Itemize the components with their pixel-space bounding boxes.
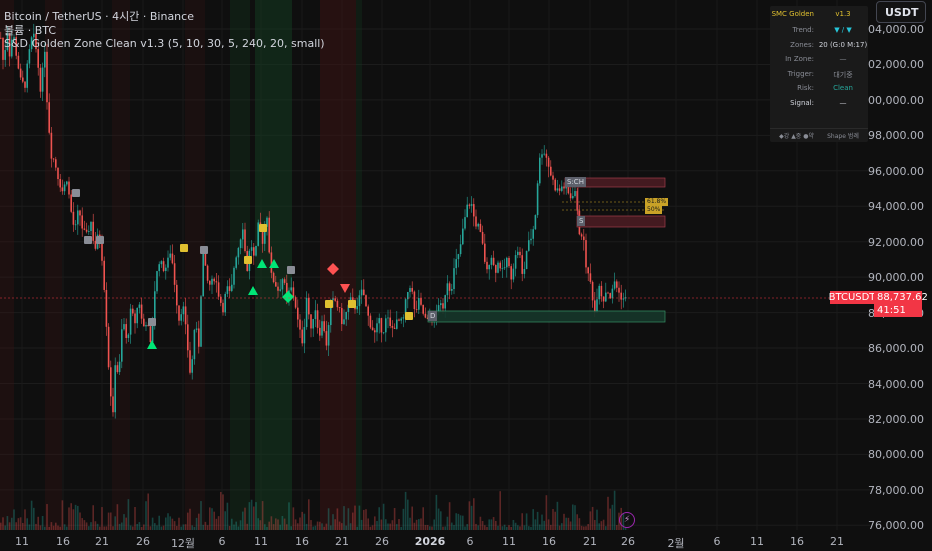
current-price-box: 88,737.62 41:51: [874, 291, 928, 317]
price-axis-label: 76,000.00: [868, 519, 924, 533]
panel-legend: ◆강 ▲중 ●약: [779, 133, 814, 140]
supply-zone-label-2: S: [577, 216, 586, 226]
sd-indicator-title[interactable]: S&D Golden Zone Clean v1.3 (5, 10, 30, 5…: [4, 37, 325, 50]
time-axis-label: 26: [375, 535, 389, 548]
time-axis-label: 11: [254, 535, 268, 548]
panel-row-key: Signal:: [790, 98, 814, 107]
volume-bars: [0, 490, 627, 530]
time-axis-label: 2026: [414, 535, 446, 548]
panel-legend-right: Shape 범례: [827, 133, 859, 140]
price-axis-label: 100,000.00: [861, 93, 924, 107]
panel-row-value: Clean: [833, 84, 853, 92]
panel-row: Trigger: 대기중: [770, 70, 868, 82]
panel-row-value: 대기중: [833, 70, 853, 79]
panel-row: Zones: 20 (G:0 M:17): [770, 41, 868, 53]
panel-row-value: —: [839, 55, 847, 63]
panel-row-key: Zones:: [790, 40, 814, 49]
panel-row-key: Trend:: [792, 26, 814, 34]
time-axis-label: 11: [750, 535, 764, 548]
panel-row: Risk: Clean: [770, 84, 868, 96]
symbol-title[interactable]: Bitcoin / TetherUS · 4시간 · Binance: [4, 10, 194, 23]
time-axis-label: 6: [713, 535, 721, 548]
time-axis-label: 11: [502, 535, 516, 548]
price-axis-label: 82,000.00: [868, 412, 924, 426]
time-axis-label: 16: [542, 535, 556, 548]
panel-row-value: —: [839, 98, 847, 107]
supply-zone-label: S:CH: [565, 177, 586, 187]
currency-button[interactable]: USDT: [876, 1, 926, 23]
price-axis-label: 84,000.00: [868, 377, 924, 391]
time-axis-label: 6: [466, 535, 474, 548]
price-axis-label: 102,000.00: [861, 58, 924, 72]
price-axis-label: 104,000.00: [861, 23, 924, 36]
time-axis-label: 6: [218, 535, 226, 548]
time-axis-label: 21: [830, 535, 844, 548]
session-bands: [0, 0, 362, 530]
current-price-value: 88,737.62: [877, 292, 928, 303]
panel-title: SMC Golden: [771, 10, 814, 18]
price-axis-label: 78,000.00: [868, 483, 924, 497]
panel-row-value: 20 (G:0 M:17): [818, 40, 868, 49]
panel-row-key: In Zone:: [785, 55, 814, 63]
panel-row-value: ▼ / ▼: [834, 26, 852, 34]
demand-zone-label: D: [428, 311, 438, 321]
price-axis-label: 90,000.00: [868, 271, 924, 285]
time-axis-label: 26: [136, 535, 150, 548]
price-axis-label: 98,000.00: [868, 129, 924, 143]
time-axis-label: 2월: [667, 537, 685, 550]
time-axis-label: 21: [335, 535, 349, 548]
price-axis-label: 92,000.00: [868, 235, 924, 249]
price-axis-label: 86,000.00: [868, 342, 924, 356]
grid: [0, 0, 870, 530]
time-axis-label: 11: [15, 535, 29, 548]
panel-row: Trend: ▼ / ▼: [770, 26, 868, 38]
symbol-price-tag: BTCUSDT: [828, 291, 876, 304]
time-axis-label: 16: [295, 535, 309, 548]
time-axis-label: 26: [621, 535, 635, 548]
bolt-icon[interactable]: ⚡: [619, 512, 635, 528]
signals: [72, 189, 413, 349]
time-axis-label: 21: [583, 535, 597, 548]
time-axis-label: 12월: [170, 537, 196, 550]
panel-row: Signal: —: [770, 99, 868, 111]
panel-row-key: Risk:: [797, 84, 814, 92]
fib-50-label: 50%: [645, 206, 663, 214]
panel-version: v1.3: [835, 10, 851, 18]
time-axis-label: 16: [56, 535, 70, 548]
fib-618-label: 61.8%: [645, 198, 669, 206]
sd-zones: [427, 177, 666, 323]
panel-row: In Zone: —: [770, 55, 868, 67]
time-axis-label: 16: [790, 535, 804, 548]
price-axis-label: 96,000.00: [868, 164, 924, 178]
price-axis-label: 94,000.00: [868, 200, 924, 214]
price-axis-label: 80,000.00: [868, 448, 924, 462]
smc-info-panel: SMC Golden v1.3 Trend: ▼ / ▼ Zones: 20 (G:0…: [770, 6, 868, 142]
time-axis-label: 21: [95, 535, 109, 548]
candles: [0, 23, 627, 419]
volume-indicator-title[interactable]: 볼륨 · BTC: [4, 24, 57, 37]
bar-countdown: 41:51: [877, 305, 906, 316]
panel-row-key: Trigger:: [787, 69, 814, 78]
